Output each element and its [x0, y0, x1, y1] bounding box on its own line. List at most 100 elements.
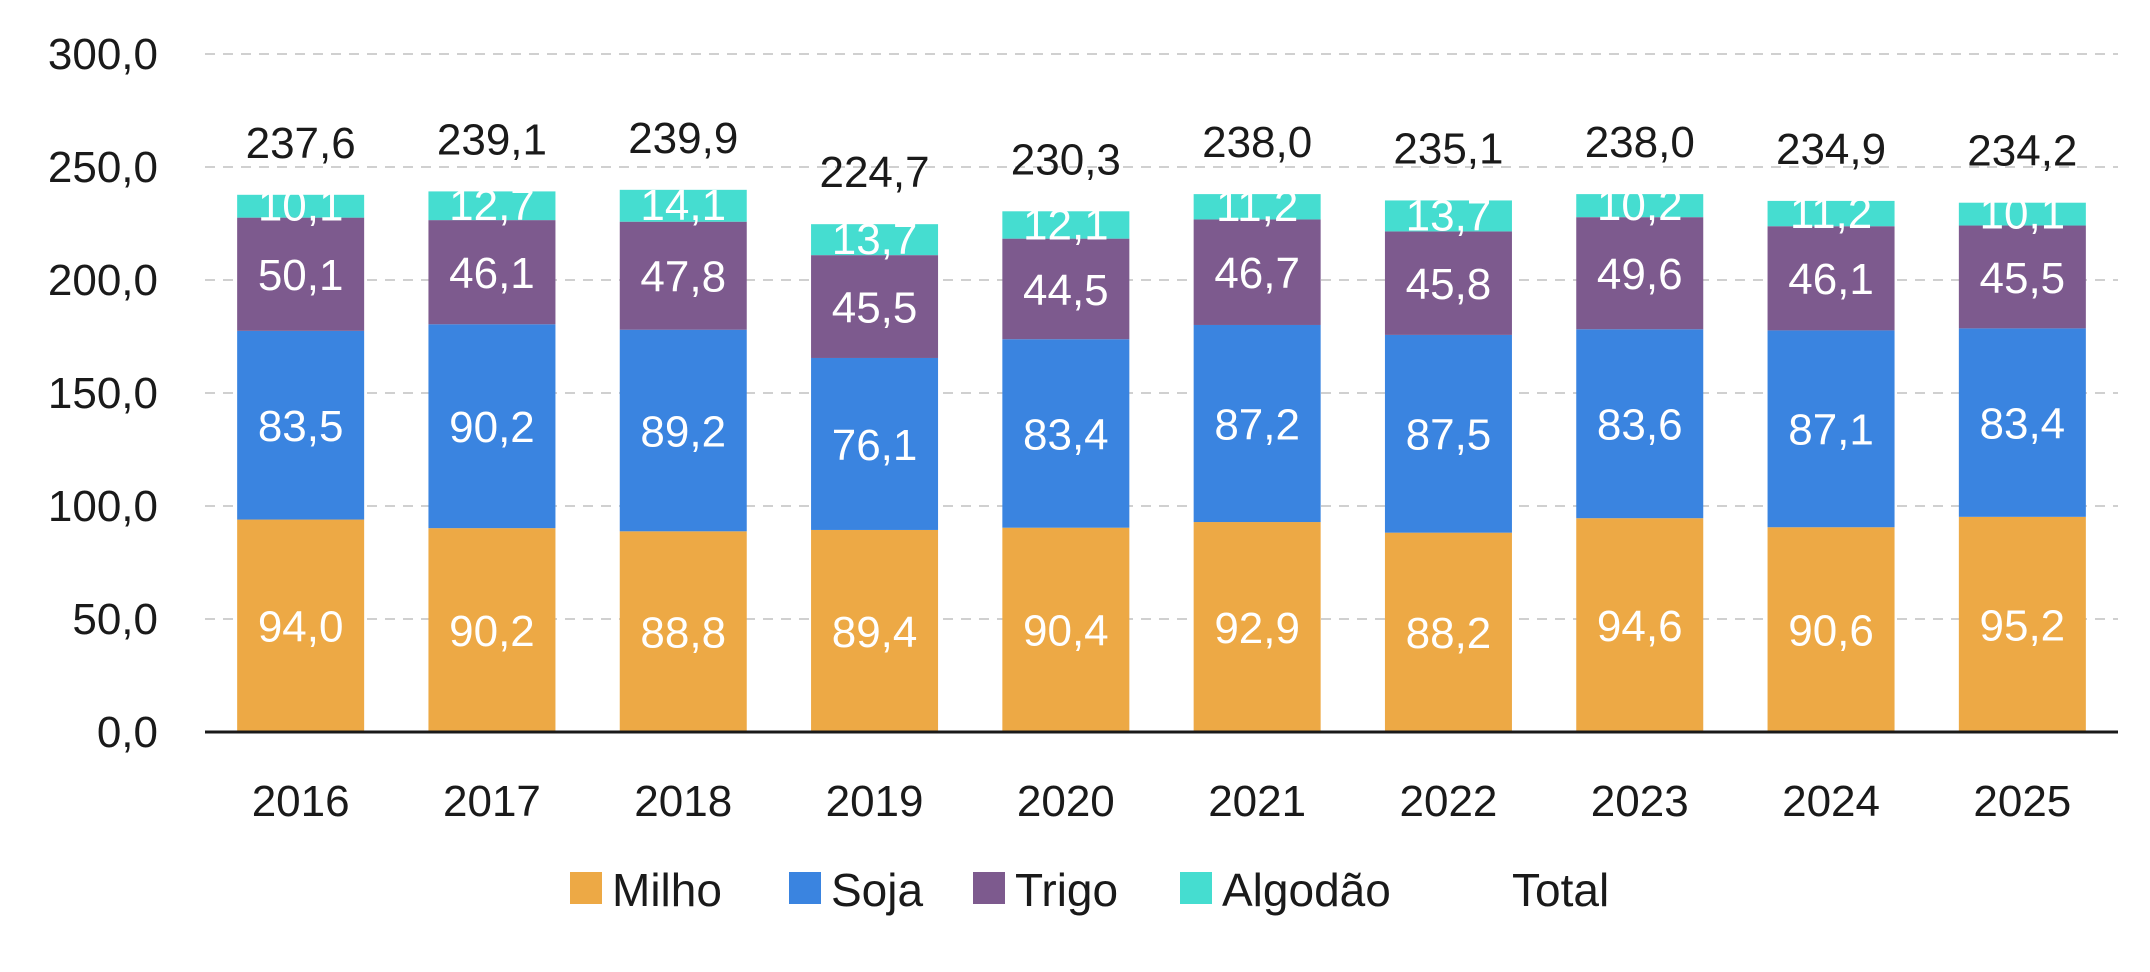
bar-segment-soja — [1767, 330, 1895, 528]
data-label: 90,2 — [449, 607, 535, 656]
data-label: 45,8 — [1406, 260, 1492, 309]
bar-segment-soja — [811, 357, 939, 530]
bar-segment-milho — [1576, 518, 1704, 732]
bar-segment-soja — [1576, 329, 1704, 519]
x-axis: 2016 2017 2018 2019 2020 2021 2022 2023 2024 2025 — [205, 730, 2118, 826]
data-label: 11,2 — [1790, 189, 1872, 238]
bar-segment-milho — [1958, 516, 2086, 732]
bar-segment-trigo — [1958, 225, 2086, 329]
data-label: 94,6 — [1597, 602, 1683, 651]
data-label: 13,7 — [1406, 191, 1492, 240]
y-tick-label: 150,0 — [48, 369, 158, 418]
bar-segment-milho — [237, 519, 365, 732]
x-tick-label: 2018 — [634, 777, 732, 826]
data-label: 46,7 — [1214, 249, 1300, 298]
total-label: 238,0 — [1202, 118, 1312, 167]
data-label: 83,4 — [1023, 410, 1109, 459]
legend-label: Soja — [831, 864, 923, 916]
y-tick-label: 100,0 — [48, 482, 158, 531]
bar-segment-soja — [1193, 324, 1321, 523]
bar-segment-milho — [1767, 527, 1895, 732]
bar-segment-algodão — [1767, 200, 1895, 227]
x-tick-label: 2024 — [1782, 777, 1880, 826]
data-label: 87,2 — [1214, 400, 1300, 449]
data-label: 89,2 — [640, 407, 726, 456]
data-label: 46,1 — [449, 249, 535, 298]
total-label: 234,9 — [1776, 125, 1886, 174]
bar-segment-trigo — [1384, 231, 1512, 335]
y-tick-label: 200,0 — [48, 256, 158, 305]
data-label: 88,2 — [1406, 609, 1492, 658]
total-label: 238,0 — [1585, 118, 1695, 167]
total-label: 239,1 — [437, 115, 547, 164]
data-label: 95,2 — [1980, 601, 2066, 650]
data-label: 14,1 — [640, 181, 726, 230]
data-label: 12,1 — [1023, 200, 1109, 249]
y-tick-label: 50,0 — [72, 595, 158, 644]
legend-swatch — [973, 872, 1005, 904]
total-label: 239,9 — [628, 114, 738, 163]
bar-segment-milho — [1384, 532, 1512, 732]
x-tick-label: 2019 — [826, 777, 924, 826]
data-label: 12,7 — [449, 181, 535, 230]
data-label: 88,8 — [640, 608, 726, 657]
data-label: 87,5 — [1406, 411, 1492, 460]
legend-label: Algodão — [1222, 864, 1391, 916]
data-label: 13,7 — [832, 215, 918, 264]
bar-segment-milho — [619, 531, 747, 732]
bar-segment-trigo — [237, 217, 365, 331]
y-tick-label: 300,0 — [48, 30, 158, 79]
y-tick-label: 250,0 — [48, 143, 158, 192]
bar-segment-trigo — [1767, 226, 1895, 331]
data-label: 45,5 — [1980, 254, 2066, 303]
data-label: 45,5 — [832, 283, 918, 332]
x-tick-label: 2022 — [1400, 777, 1498, 826]
x-tick-label: 2023 — [1591, 777, 1689, 826]
data-label: 83,4 — [1980, 399, 2066, 448]
bar-segment-trigo — [1576, 217, 1704, 330]
data-label: 90,2 — [449, 403, 535, 452]
bar-segment-trigo — [1193, 219, 1321, 325]
legend-label: Milho — [612, 864, 722, 916]
bar-segment-trigo — [428, 220, 556, 325]
data-label: 87,1 — [1788, 406, 1874, 455]
bar-segment-milho — [1193, 522, 1321, 732]
x-tick-label: 2016 — [252, 777, 350, 826]
total-label: 235,1 — [1393, 124, 1503, 173]
data-label: 47,8 — [640, 253, 726, 302]
bar-segment-trigo — [1002, 238, 1130, 340]
y-axis: 0,0 50,0 100,0 150,0 200,0 250,0 300,0 — [48, 30, 158, 757]
total-label: 230,3 — [1011, 135, 1121, 184]
gridlines — [205, 53, 2118, 620]
legend: Milho Soja Trigo Algodão Total — [570, 864, 1609, 916]
data-label: 89,4 — [832, 608, 918, 657]
data-label: 50,1 — [258, 251, 344, 300]
bar-segment-algodão — [811, 224, 939, 256]
total-label: 234,2 — [1967, 127, 2077, 176]
legend-label: Total — [1512, 864, 1609, 916]
bars: 94,0 83,5 50,1 10,1 237,6 90,2 90,2 46,1 12,7 239… — [237, 114, 2086, 732]
data-label: 90,4 — [1023, 607, 1109, 656]
legend-swatch — [1180, 872, 1212, 904]
bar-segment-milho — [811, 529, 939, 732]
bar-segment-algodão — [1193, 194, 1321, 220]
total-label: 224,7 — [819, 148, 929, 197]
data-label: 90,6 — [1788, 606, 1874, 655]
data-label: 83,5 — [258, 402, 344, 451]
bar-segment-algodão — [619, 189, 747, 222]
x-tick-label: 2020 — [1017, 777, 1115, 826]
y-tick-label: 0,0 — [97, 708, 158, 757]
bar-segment-algodão — [1958, 202, 2086, 226]
data-label: 49,6 — [1597, 250, 1683, 299]
x-tick-label: 2021 — [1208, 777, 1306, 826]
bar-segment-trigo — [811, 255, 939, 358]
bar-segment-algodão — [1002, 211, 1130, 239]
data-label: 11,2 — [1216, 182, 1298, 231]
data-label: 94,0 — [258, 603, 344, 652]
bar-segment-milho — [1002, 527, 1130, 732]
legend-swatch — [789, 872, 821, 904]
data-label: 46,1 — [1788, 255, 1874, 304]
data-label: 92,9 — [1214, 604, 1300, 653]
total-label: 237,6 — [246, 119, 356, 168]
